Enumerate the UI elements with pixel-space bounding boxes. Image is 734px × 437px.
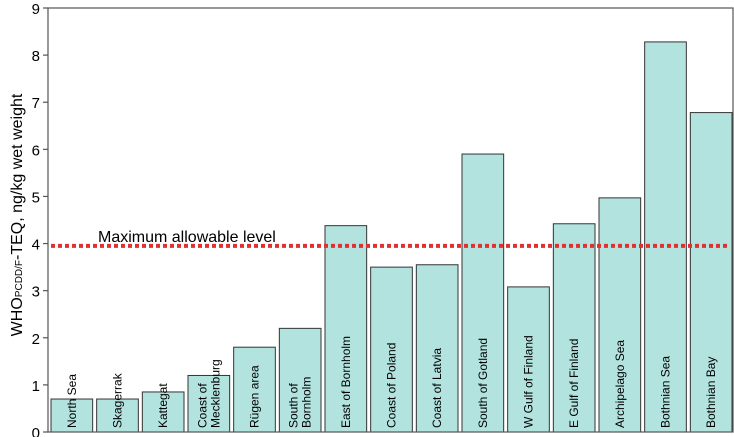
category-label: Mecklenburg: [208, 359, 222, 428]
y-axis-label-sub: PCDD/F: [14, 260, 25, 297]
category-label: Bothnian Bay: [704, 357, 718, 428]
bar: [50, 398, 94, 433]
y-tick-label: 4: [32, 237, 40, 254]
bar: [324, 225, 368, 433]
y-axis: 0 1 2 3 4 5 6 7 8 9: [32, 1, 48, 437]
bar: [461, 153, 505, 433]
reference-line-group: Maximum allowable level: [51, 229, 730, 248]
bar: [689, 112, 733, 433]
bar: [233, 346, 276, 433]
category-label: Kattegat: [156, 383, 170, 428]
category-label: East of Bornholm: [339, 336, 353, 428]
category-label: Rügen area: [248, 365, 262, 428]
y-tick-label: 2: [32, 331, 40, 348]
y-tick-label: 3: [32, 284, 40, 301]
y-axis-label: WHOPCDD/F-TEQ, ng/kg wet weight: [9, 93, 26, 336]
category-label: Bothnian Sea: [659, 356, 673, 428]
y-tick-label: 5: [32, 189, 40, 206]
reference-line-label: Maximum allowable level: [98, 229, 276, 246]
category-label: Bornholm: [300, 377, 314, 428]
category-label: E Gulf of Finland: [567, 339, 581, 428]
category-label: Coast of Latvia: [430, 348, 444, 428]
y-tick-label: 9: [32, 1, 40, 18]
bars: North Sea Skagerrak Kattegat Coast of Meckle…: [50, 41, 733, 433]
y-tick-label: 8: [32, 48, 40, 65]
y-axis-label-prefix: WHO: [9, 297, 26, 336]
y-axis-label-suffix: -TEQ, ng/kg wet weight: [9, 93, 26, 260]
category-label: Coast of: [195, 383, 209, 428]
y-tick-label: 1: [32, 378, 40, 395]
bar: [598, 197, 642, 433]
category-label: South of Gotland: [476, 338, 490, 428]
category-label: Coast of Poland: [385, 343, 399, 428]
y-tick-label: 6: [32, 142, 40, 159]
category-label: Archipelago Sea: [613, 340, 627, 428]
bar: [187, 374, 231, 433]
y-tick-label: 7: [32, 95, 40, 112]
bar: [370, 266, 413, 433]
plot-frame: [47, 7, 734, 433]
category-label: Skagerrak: [111, 372, 125, 428]
category-label: North Sea: [65, 374, 79, 428]
category-label: South of: [287, 383, 301, 428]
bar: [415, 264, 459, 433]
category-label: W Gulf of Finland: [522, 335, 536, 428]
bar: [644, 41, 687, 433]
bar: [507, 286, 550, 433]
y-tick-label: 0: [32, 425, 40, 437]
